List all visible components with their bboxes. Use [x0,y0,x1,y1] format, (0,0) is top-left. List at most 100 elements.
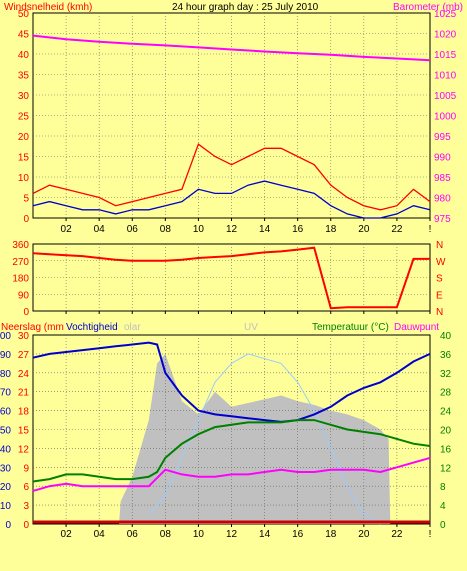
compass-tick-label: W [436,257,446,268]
rain-y-tick-label: 24 [18,369,30,380]
direction-y-tick-label: 180 [12,274,29,285]
series-windrichting [32,246,430,310]
series-temperatuur-c- [32,419,431,483]
wind-y-tick-label: 15 [18,153,30,164]
series-barometer-mb- [32,34,431,62]
wind-y-tick-label: 50 [18,9,30,20]
barometer-y-tick-label: 1010 [434,71,457,82]
barometer-y-tick-label: 980 [434,194,451,205]
temperature-y-tick-label: 0 [440,520,446,531]
rain-axis-title: Neerslag (mm [1,322,64,333]
rain-y-tick-label: 3 [23,501,29,512]
p3-x-label: 08 [160,529,172,540]
compass-tick-label: S [436,274,443,285]
series-windsnelheid [32,180,431,219]
temperature-y-tick-label: 28 [440,388,452,399]
barometer-y-tick-label: 1020 [434,30,457,41]
p1-x-label: 04 [94,224,106,235]
series-solar [119,353,391,524]
p3-x-label: 06 [127,529,139,540]
temperature-y-tick-label: 20 [440,426,452,437]
barometer-y-tick-label: 995 [434,132,451,143]
direction-y-tick-label: 360 [12,240,29,251]
compass-tick-label: N [436,240,443,251]
barometer-axis-title: Barometer (mb) [393,2,463,13]
p3-x-label: ! [429,529,432,540]
humidity-y-tick-label: 0 [5,520,11,531]
direction-y-tick-label: 0 [23,307,29,318]
series-windstoten [32,143,431,211]
p1-x-label: 16 [292,224,304,235]
p1-x-label: 08 [160,224,172,235]
rain-y-tick-label: 0 [23,520,29,531]
wind-axis-title: Windsnelheid (kmh) [4,2,92,13]
wind-y-tick-label: 10 [18,173,30,184]
rain-y-tick-label: 18 [18,407,30,418]
direction-y-tick-label: 270 [12,257,29,268]
wind-y-tick-label: 30 [18,91,30,102]
humidity-y-tick-label: 100 [0,331,11,342]
temperature-y-tick-label: 16 [440,444,452,455]
p1-x-label: 02 [61,224,73,235]
humidity-temperature-panel: 02 04 06 08 10 12 14 16 18 20 22 !01020304050607080… [0,331,452,540]
rain-y-tick-label: 15 [18,426,30,437]
barometer-y-tick-label: 990 [434,153,451,164]
barometer-y-tick-label: 1015 [434,50,457,61]
p1-x-label: 20 [358,224,370,235]
barometer-y-tick-label: 1025 [434,9,457,20]
p1-x-label: 14 [259,224,271,235]
humidity-y-tick-label: 70 [0,388,11,399]
humidity-y-tick-label: 60 [0,407,11,418]
p3-x-label: 04 [94,529,106,540]
solar-axis-title: olar [124,322,141,333]
barometer-y-tick-label: 985 [434,173,451,184]
p1-x-label: 10 [193,224,205,235]
wind-y-tick-label: 5 [23,194,29,205]
compass-tick-label: E [436,290,443,301]
compass-tick-label: N [436,307,443,318]
temperature-y-tick-label: 40 [440,331,452,342]
direction-y-tick-label: 90 [18,290,30,301]
humidity-axis-title: Vochtigheid [66,322,118,333]
p3-x-label: 14 [259,529,271,540]
temperature-y-tick-label: 36 [440,350,452,361]
wind-y-tick-label: 25 [18,112,30,123]
rain-y-tick-label: 30 [18,331,30,342]
temperature-y-tick-label: 32 [440,369,452,380]
wind-barometer-panel: 02 04 06 08 10 12 14 16 18 20 22 !05101520253035404… [18,9,457,235]
p1-x-label: 18 [325,224,337,235]
wind-y-tick-label: 0 [23,214,29,225]
humidity-y-tick-label: 20 [0,482,11,493]
p3-x-label: 02 [61,529,73,540]
p3-x-label: 20 [358,529,370,540]
humidity-y-tick-label: 10 [0,501,11,512]
humidity-y-tick-label: 40 [0,444,11,455]
humidity-y-tick-label: 30 [0,463,11,474]
barometer-y-tick-label: 1005 [434,91,457,102]
rain-y-tick-label: 6 [23,482,29,493]
chart-title: 24 hour graph day : 25 July 2010 [172,2,319,13]
barometer-y-tick-label: 1000 [434,112,457,123]
temperature-axis-title: Temperatuur (°C) [312,322,389,333]
p1-x-label: 22 [391,224,403,235]
dewpoint-axis-title: Dauwpunt [394,322,439,333]
humidity-y-tick-label: 80 [0,369,11,380]
uv-axis-title: UV [244,322,258,333]
humidity-y-tick-label: 50 [0,426,11,437]
p1-x-label: ! [429,224,432,235]
series-vochtigheid [32,341,431,423]
wind-y-tick-label: 20 [18,132,30,143]
wind-y-tick-label: 40 [18,50,30,61]
p3-x-label: 16 [292,529,304,540]
rain-y-tick-label: 27 [18,350,30,361]
rain-y-tick-label: 21 [18,388,30,399]
series-uv [148,353,381,525]
p3-x-label: 12 [226,529,238,540]
p3-x-label: 18 [325,529,337,540]
wind-y-tick-label: 45 [18,30,30,41]
temperature-y-tick-label: 12 [440,463,452,474]
p3-x-label: 10 [193,529,205,540]
